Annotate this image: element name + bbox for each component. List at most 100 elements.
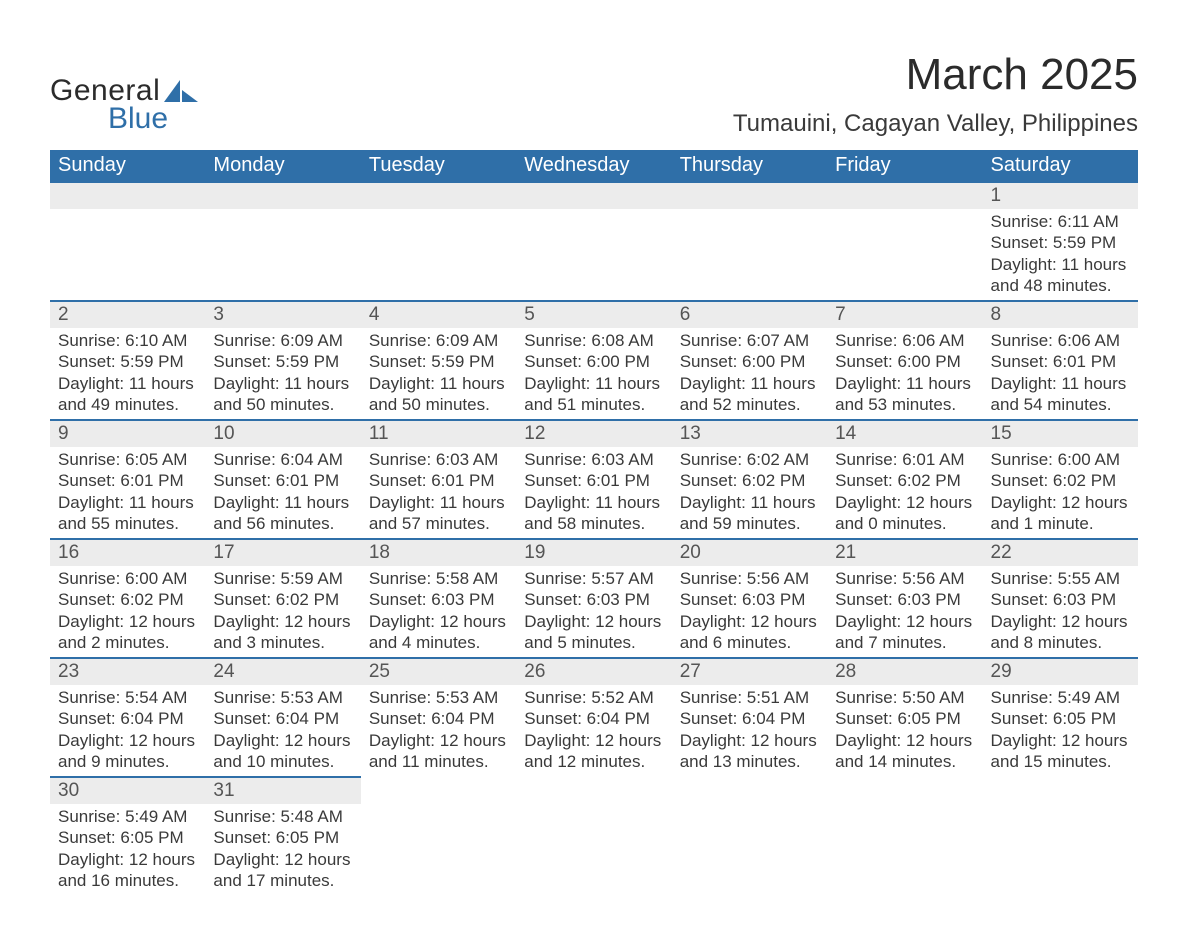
day-daylight1: Daylight: 12 hours xyxy=(991,730,1130,751)
day-daylight1: Daylight: 11 hours xyxy=(991,254,1130,275)
day-daylight1: Daylight: 12 hours xyxy=(58,611,197,632)
day-number-cell: 13 xyxy=(672,420,827,447)
day-number-cell: 23 xyxy=(50,658,205,685)
day-detail-cell xyxy=(50,209,205,301)
day-number: 8 xyxy=(991,304,1002,325)
day-daylight2: and 53 minutes. xyxy=(835,394,974,415)
day-daylight1: Daylight: 12 hours xyxy=(835,611,974,632)
day-daylight2: and 58 minutes. xyxy=(524,513,663,534)
day-detail-cell: Sunrise: 5:57 AMSunset: 6:03 PMDaylight:… xyxy=(516,566,671,658)
day-daylight2: and 11 minutes. xyxy=(369,751,508,772)
day-number: 21 xyxy=(835,542,856,563)
day-daylight1: Daylight: 12 hours xyxy=(213,730,352,751)
day-sunset: Sunset: 6:02 PM xyxy=(680,470,819,491)
day-daylight2: and 59 minutes. xyxy=(680,513,819,534)
col-friday: Friday xyxy=(827,150,982,182)
day-number-cell: 28 xyxy=(827,658,982,685)
day-sunset: Sunset: 5:59 PM xyxy=(58,351,197,372)
week-daynum-row: 16171819202122 xyxy=(50,539,1138,566)
day-number-cell: 5 xyxy=(516,301,671,328)
day-sunrise: Sunrise: 5:51 AM xyxy=(680,687,819,708)
day-sunrise: Sunrise: 6:06 AM xyxy=(835,330,974,351)
day-daylight2: and 17 minutes. xyxy=(213,870,352,891)
day-sunset: Sunset: 6:04 PM xyxy=(680,708,819,729)
day-detail-cell: Sunrise: 5:58 AMSunset: 6:03 PMDaylight:… xyxy=(361,566,516,658)
day-number-cell xyxy=(516,182,671,209)
day-sunset: Sunset: 6:02 PM xyxy=(213,589,352,610)
day-detail-cell: Sunrise: 6:09 AMSunset: 5:59 PMDaylight:… xyxy=(205,328,360,420)
day-sunset: Sunset: 5:59 PM xyxy=(991,232,1130,253)
day-detail-cell xyxy=(516,209,671,301)
day-detail-cell: Sunrise: 5:59 AMSunset: 6:02 PMDaylight:… xyxy=(205,566,360,658)
day-number-cell: 19 xyxy=(516,539,671,566)
day-daylight1: Daylight: 11 hours xyxy=(213,492,352,513)
day-detail-cell xyxy=(827,804,982,895)
day-number-cell: 27 xyxy=(672,658,827,685)
day-number: 4 xyxy=(369,304,380,325)
day-daylight2: and 51 minutes. xyxy=(524,394,663,415)
day-daylight2: and 7 minutes. xyxy=(835,632,974,653)
day-daylight1: Daylight: 11 hours xyxy=(680,492,819,513)
day-daylight1: Daylight: 11 hours xyxy=(58,492,197,513)
day-sunset: Sunset: 6:04 PM xyxy=(213,708,352,729)
day-detail-cell xyxy=(361,804,516,895)
day-sunrise: Sunrise: 6:01 AM xyxy=(835,449,974,470)
day-number: 1 xyxy=(991,185,1002,206)
day-sunset: Sunset: 6:03 PM xyxy=(369,589,508,610)
day-daylight1: Daylight: 11 hours xyxy=(58,373,197,394)
col-sunday: Sunday xyxy=(50,150,205,182)
col-monday: Monday xyxy=(205,150,360,182)
day-number-cell: 6 xyxy=(672,301,827,328)
day-sunset: Sunset: 6:04 PM xyxy=(369,708,508,729)
day-detail-cell: Sunrise: 6:00 AMSunset: 6:02 PMDaylight:… xyxy=(983,447,1138,539)
day-number: 25 xyxy=(369,661,390,682)
day-daylight1: Daylight: 12 hours xyxy=(835,730,974,751)
day-sunrise: Sunrise: 6:07 AM xyxy=(680,330,819,351)
day-number-cell xyxy=(983,777,1138,804)
day-daylight1: Daylight: 12 hours xyxy=(369,730,508,751)
day-number-cell: 25 xyxy=(361,658,516,685)
day-detail-cell: Sunrise: 6:06 AMSunset: 6:00 PMDaylight:… xyxy=(827,328,982,420)
day-header-row: Sunday Monday Tuesday Wednesday Thursday… xyxy=(50,150,1138,182)
day-daylight1: Daylight: 11 hours xyxy=(369,492,508,513)
day-number-cell xyxy=(827,182,982,209)
week-daynum-row: 3031 xyxy=(50,777,1138,804)
week-daynum-row: 2345678 xyxy=(50,301,1138,328)
day-number-cell: 18 xyxy=(361,539,516,566)
day-sunset: Sunset: 6:01 PM xyxy=(524,470,663,491)
day-number-cell: 24 xyxy=(205,658,360,685)
day-number-cell xyxy=(516,777,671,804)
day-sunset: Sunset: 6:01 PM xyxy=(58,470,197,491)
day-daylight1: Daylight: 12 hours xyxy=(991,492,1130,513)
day-daylight2: and 54 minutes. xyxy=(991,394,1130,415)
day-number-cell: 1 xyxy=(983,182,1138,209)
day-number-cell: 2 xyxy=(50,301,205,328)
day-detail-cell: Sunrise: 5:54 AMSunset: 6:04 PMDaylight:… xyxy=(50,685,205,777)
day-daylight2: and 3 minutes. xyxy=(213,632,352,653)
day-detail-cell: Sunrise: 6:11 AMSunset: 5:59 PMDaylight:… xyxy=(983,209,1138,301)
week-detail-row: Sunrise: 5:54 AMSunset: 6:04 PMDaylight:… xyxy=(50,685,1138,777)
week-detail-row: Sunrise: 6:05 AMSunset: 6:01 PMDaylight:… xyxy=(50,447,1138,539)
day-sunrise: Sunrise: 5:57 AM xyxy=(524,568,663,589)
day-sunrise: Sunrise: 5:56 AM xyxy=(680,568,819,589)
day-number-cell: 21 xyxy=(827,539,982,566)
day-daylight2: and 10 minutes. xyxy=(213,751,352,772)
day-detail-cell: Sunrise: 5:49 AMSunset: 6:05 PMDaylight:… xyxy=(50,804,205,895)
day-sunrise: Sunrise: 5:50 AM xyxy=(835,687,974,708)
day-number-cell xyxy=(672,182,827,209)
day-daylight2: and 0 minutes. xyxy=(835,513,974,534)
day-detail-cell: Sunrise: 5:55 AMSunset: 6:03 PMDaylight:… xyxy=(983,566,1138,658)
day-daylight1: Daylight: 12 hours xyxy=(524,611,663,632)
day-number-cell: 17 xyxy=(205,539,360,566)
day-number-cell: 29 xyxy=(983,658,1138,685)
day-sunset: Sunset: 6:03 PM xyxy=(524,589,663,610)
day-number: 27 xyxy=(680,661,701,682)
day-detail-cell: Sunrise: 6:08 AMSunset: 6:00 PMDaylight:… xyxy=(516,328,671,420)
day-sunrise: Sunrise: 5:58 AM xyxy=(369,568,508,589)
day-detail-cell: Sunrise: 5:50 AMSunset: 6:05 PMDaylight:… xyxy=(827,685,982,777)
day-number: 28 xyxy=(835,661,856,682)
day-daylight2: and 56 minutes. xyxy=(213,513,352,534)
day-number: 10 xyxy=(213,423,234,444)
day-number-cell: 31 xyxy=(205,777,360,804)
day-daylight2: and 2 minutes. xyxy=(58,632,197,653)
